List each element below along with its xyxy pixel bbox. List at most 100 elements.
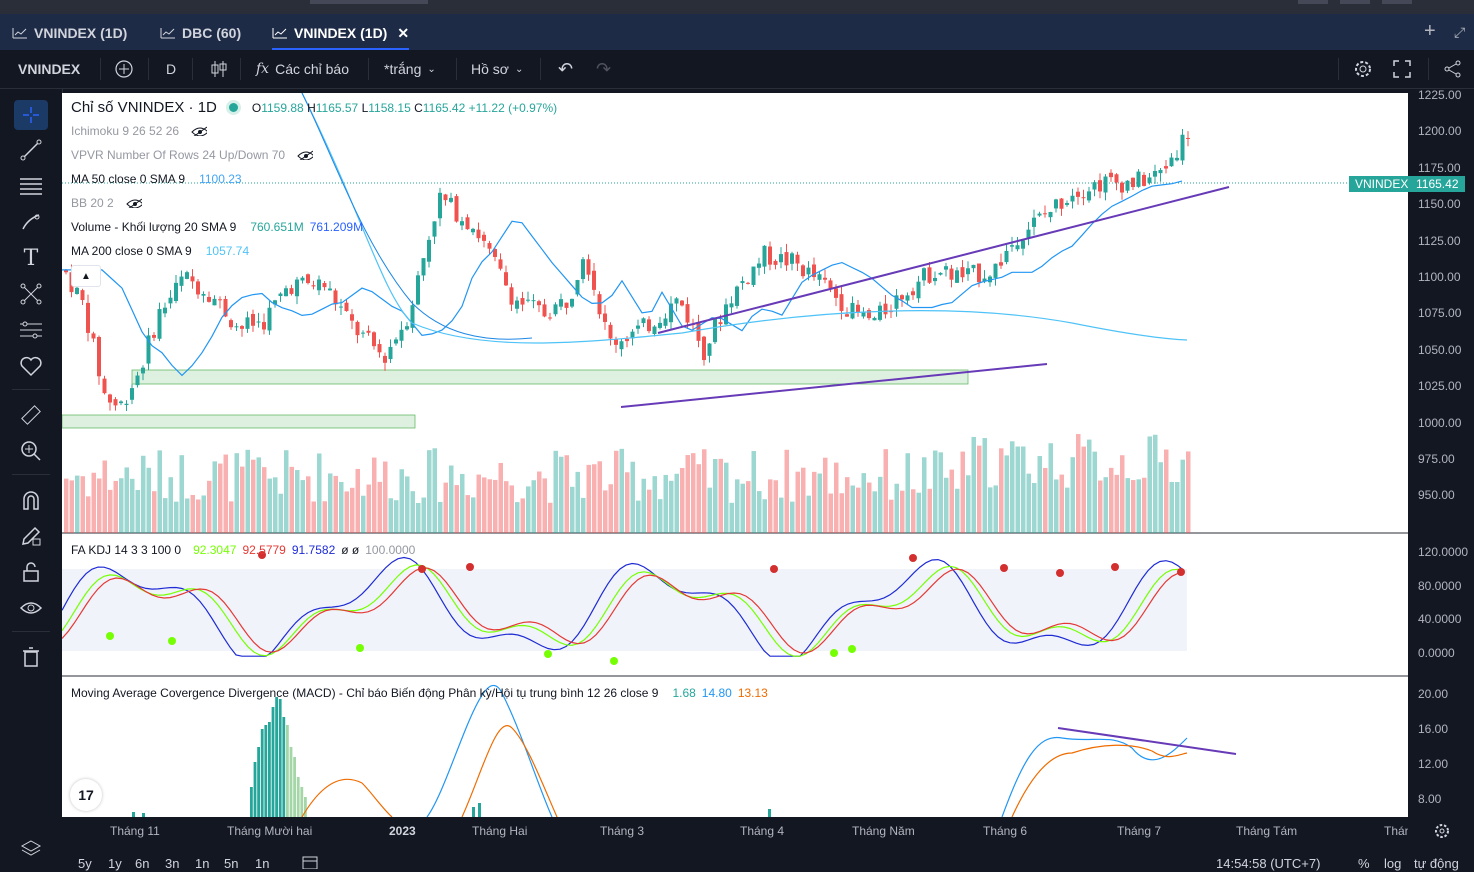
volume-bar (394, 500, 399, 533)
volume-bar (135, 489, 140, 533)
macd-histogram-value: 1.68 (672, 686, 696, 700)
ma200-legend[interactable]: MA 200 close 0 SMA 9 1057.74 (71, 244, 249, 258)
range-5y[interactable]: 5y (78, 856, 92, 871)
trend-line-icon[interactable] (14, 135, 48, 165)
layers-icon[interactable] (14, 834, 48, 864)
candle-body (520, 298, 525, 305)
brush-icon[interactable] (14, 207, 48, 237)
tradingview-logo[interactable]: 17 (70, 779, 102, 811)
lock-icon[interactable] (14, 557, 48, 587)
compare-button[interactable] (114, 50, 134, 88)
ichimoku-legend[interactable]: Ichimoku 9 26 52 26 (71, 124, 208, 138)
share-icon[interactable] (1444, 50, 1462, 88)
candle-body (845, 314, 849, 317)
magnet-icon[interactable] (14, 485, 48, 515)
collapse-legend-button[interactable]: ▲ (71, 265, 101, 287)
candle-body (603, 313, 607, 323)
kdj-legend[interactable]: FA KDJ 14 3 3 100 0 92.3047 92.5779 91.7… (71, 543, 415, 557)
interval-button[interactable]: D (166, 50, 176, 88)
fib-icon[interactable] (14, 171, 48, 201)
eye-off-icon[interactable] (297, 150, 314, 160)
tab-vnindex-active[interactable]: VNINDEX (1D) ✕ (272, 22, 410, 50)
trash-icon[interactable] (14, 642, 48, 672)
pattern-icon[interactable] (14, 279, 48, 309)
range-1d[interactable]: 1n (255, 856, 270, 871)
candle-body (113, 399, 118, 406)
volume-bar (361, 495, 366, 533)
volume-bar (443, 482, 448, 533)
candle-body (207, 296, 211, 302)
volume-bar (900, 490, 905, 533)
redo-icon[interactable]: ↷ (596, 58, 612, 79)
volume-legend[interactable]: Volume - Khối lượng 20 SMA 9 760.651M 76… (71, 220, 363, 234)
tab-dbc[interactable]: DBC (60) (160, 22, 241, 44)
add-tab-icon[interactable]: + (1424, 20, 1436, 42)
interval-label: D (166, 61, 177, 77)
range-3m[interactable]: 3n (165, 856, 180, 871)
macd-legend[interactable]: Moving Average Covergence Divergence (MA… (71, 686, 768, 700)
eye-off-icon[interactable] (125, 198, 142, 208)
fullscreen-icon[interactable] (1393, 50, 1411, 88)
candle-body (911, 291, 915, 296)
auto-toggle[interactable]: tự động (1414, 856, 1459, 871)
candle-body (883, 303, 888, 315)
crosshair-icon[interactable] (14, 100, 48, 130)
close-icon[interactable]: ✕ (397, 24, 410, 41)
window-tab-handle (310, 0, 428, 4)
range-5d[interactable]: 5n (224, 856, 239, 871)
expand-icon[interactable]: ⤢ (1454, 24, 1466, 40)
symbol-search[interactable]: VNINDEX (18, 50, 80, 88)
window-button[interactable] (1298, 0, 1328, 4)
time-axis[interactable]: Tháng 11 Tháng Mười hai 2023 Tháng Hai Tháng… (62, 817, 1411, 845)
divider (368, 58, 369, 80)
eye-off-icon[interactable] (191, 126, 208, 136)
close-label: C (414, 100, 423, 115)
template-dropdown[interactable]: *trắng ⌄ (384, 50, 436, 88)
settings-icon[interactable] (1353, 50, 1373, 88)
zoom-in-icon[interactable] (14, 436, 48, 466)
chart-area[interactable]: Chỉ số VNINDEX · 1D O1159.88 H1165.57 L1… (62, 93, 1408, 817)
candle-body (1043, 213, 1047, 215)
volume-bar (982, 438, 987, 533)
percent-toggle[interactable]: % (1358, 856, 1370, 871)
range-1y[interactable]: 1y (108, 856, 122, 871)
candle-body (229, 320, 233, 328)
volume-bar (740, 483, 745, 533)
indicators-button[interactable]: fx Các chỉ báo (256, 50, 349, 88)
divider (540, 58, 541, 80)
prediction-icon[interactable] (14, 315, 48, 345)
ma50-legend[interactable]: MA 50 close 0 SMA 9 1100.23 (71, 172, 242, 186)
window-button[interactable] (1382, 0, 1412, 4)
window-button[interactable] (1340, 0, 1370, 4)
profile-dropdown[interactable]: Hồ sơ ⌄ (471, 50, 523, 88)
volume-bar (471, 497, 476, 533)
macd-label: Moving Average Covergence Divergence (MA… (71, 686, 659, 700)
candle-body (856, 304, 860, 313)
candle-body (636, 325, 640, 329)
bb-legend[interactable]: BB 20 2 (71, 196, 142, 210)
tab-vnindex-1[interactable]: VNINDEX (1D) (12, 22, 127, 44)
ohlc-values: O1159.88 H1165.57 L1158.15 C1165.42 +11.… (252, 101, 557, 115)
candle-body (86, 302, 90, 333)
range-6m[interactable]: 6n (135, 856, 150, 871)
clock-time[interactable]: 14:54:58 (UTC+7) (1216, 856, 1321, 871)
ruler-icon[interactable] (14, 400, 48, 430)
price-axis[interactable]: 1225.00 1200.00 1175.00 1150.00 1125.00 1100.… (1408, 88, 1474, 817)
vpvr-legend[interactable]: VPVR Number Of Rows 24 Up/Down 70 (71, 148, 314, 162)
pencil-lock-icon[interactable] (14, 521, 48, 551)
price-tick-label: 1050.00 (1418, 342, 1462, 357)
calendar-icon[interactable] (302, 855, 318, 872)
candle-body (75, 287, 79, 295)
eye-icon[interactable] (14, 593, 48, 623)
settings-icon[interactable] (1434, 823, 1450, 844)
volume-bar (328, 473, 333, 533)
heart-icon[interactable] (14, 351, 48, 381)
chart-type-button[interactable] (210, 50, 228, 88)
undo-icon[interactable]: ↶ (558, 58, 574, 79)
kdj-last-value: 100.0000 (365, 543, 416, 557)
log-toggle[interactable]: log (1384, 856, 1402, 871)
text-tool-icon[interactable]: T (23, 245, 39, 271)
volume-bar (812, 471, 817, 533)
volume-bar (1186, 451, 1191, 533)
range-1m[interactable]: 1n (195, 856, 210, 871)
